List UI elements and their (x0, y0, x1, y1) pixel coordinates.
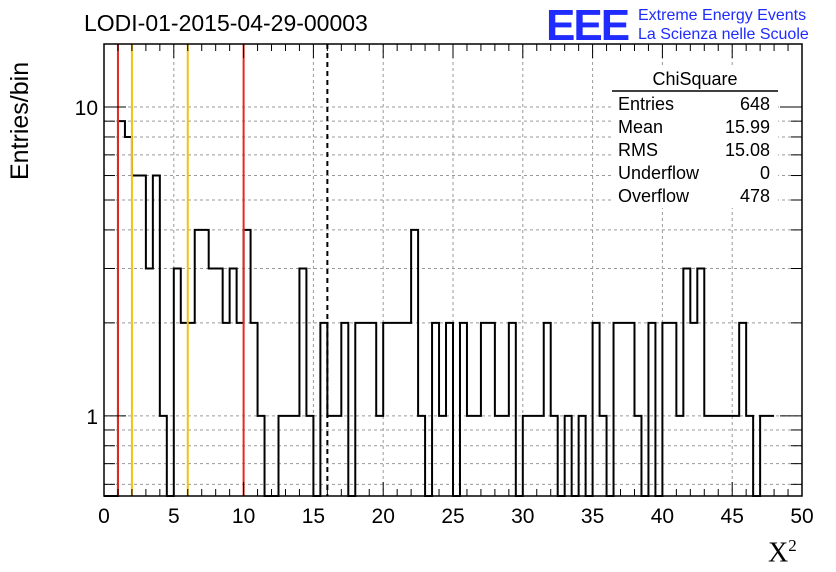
stats-label-mean: Mean (618, 117, 663, 137)
y-axis-label: Entries/bin (6, 61, 34, 180)
y-tick-label: 10 (75, 97, 98, 120)
x-tick-label: 0 (98, 505, 110, 528)
chart-title: LODI-01-2015-04-29-00003 (84, 10, 368, 36)
stats-label-rms: RMS (618, 140, 658, 160)
logo-line-1: Extreme Energy Events (638, 7, 807, 24)
stats-value-underflow: 0 (760, 163, 770, 183)
eee-logo-mark: EEE (546, 1, 630, 50)
y-tick-label: 1 (86, 406, 98, 429)
x-tick-label: 5 (168, 505, 180, 528)
stats-title: ChiSquare (652, 69, 737, 89)
x-tick-label: 10 (232, 505, 255, 528)
stats-label-underflow: Underflow (618, 163, 700, 183)
x-tick-label: 50 (790, 505, 813, 528)
x-tick-label: 30 (511, 505, 534, 528)
x-axis-label-sup: 2 (788, 536, 797, 555)
x-axis-label: X2 (768, 536, 797, 569)
stats-label-overflow: Overflow (618, 186, 690, 206)
x-tick-label: 45 (721, 505, 744, 528)
stats-value-rms: 15.08 (725, 140, 770, 160)
stats-box (612, 66, 778, 208)
x-tick-label: 20 (372, 505, 395, 528)
stats-value-entries: 648 (740, 94, 770, 114)
x-tick-label: 15 (302, 505, 325, 528)
stats-value-overflow: 478 (740, 186, 770, 206)
x-tick-label: 40 (651, 505, 674, 528)
histogram-outline (104, 120, 775, 497)
stats-label-entries: Entries (618, 94, 674, 114)
eee-logo-text: Extreme Energy Events La Scienza nelle S… (638, 6, 809, 44)
eee-logo: EEE Extreme Energy Events La Scienza nel… (546, 1, 809, 50)
stats-value-mean: 15.99 (725, 117, 770, 137)
x-axis-label-base: X (768, 537, 789, 569)
x-tick-label: 25 (441, 505, 464, 528)
logo-line-2: La Scienza nelle Scuole (638, 26, 809, 43)
x-tick-label: 35 (581, 505, 604, 528)
